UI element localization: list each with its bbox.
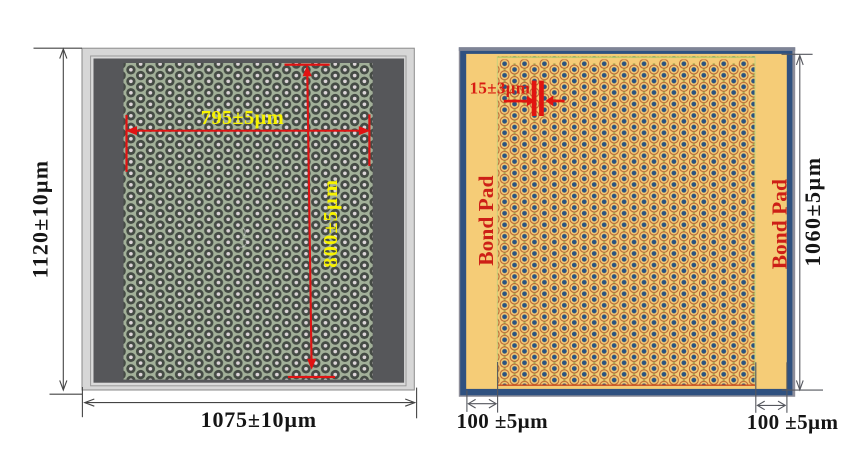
svg-text:1075±10µm: 1075±10µm xyxy=(201,407,317,432)
svg-text:800±5µm: 800±5µm xyxy=(320,179,342,268)
svg-text:795±5µm: 795±5µm xyxy=(201,107,284,129)
svg-text:1060±5µm: 1060±5µm xyxy=(800,156,825,266)
svg-text:Bond Pad: Bond Pad xyxy=(474,175,498,265)
svg-text:100 ±5µm: 100 ±5µm xyxy=(457,409,549,433)
svg-text:15±3µm: 15±3µm xyxy=(470,79,531,98)
svg-text:Bond Pad: Bond Pad xyxy=(768,179,792,269)
svg-text:100 ±5µm: 100 ±5µm xyxy=(747,410,839,434)
svg-text:1120±10µm: 1120±10µm xyxy=(28,160,53,279)
